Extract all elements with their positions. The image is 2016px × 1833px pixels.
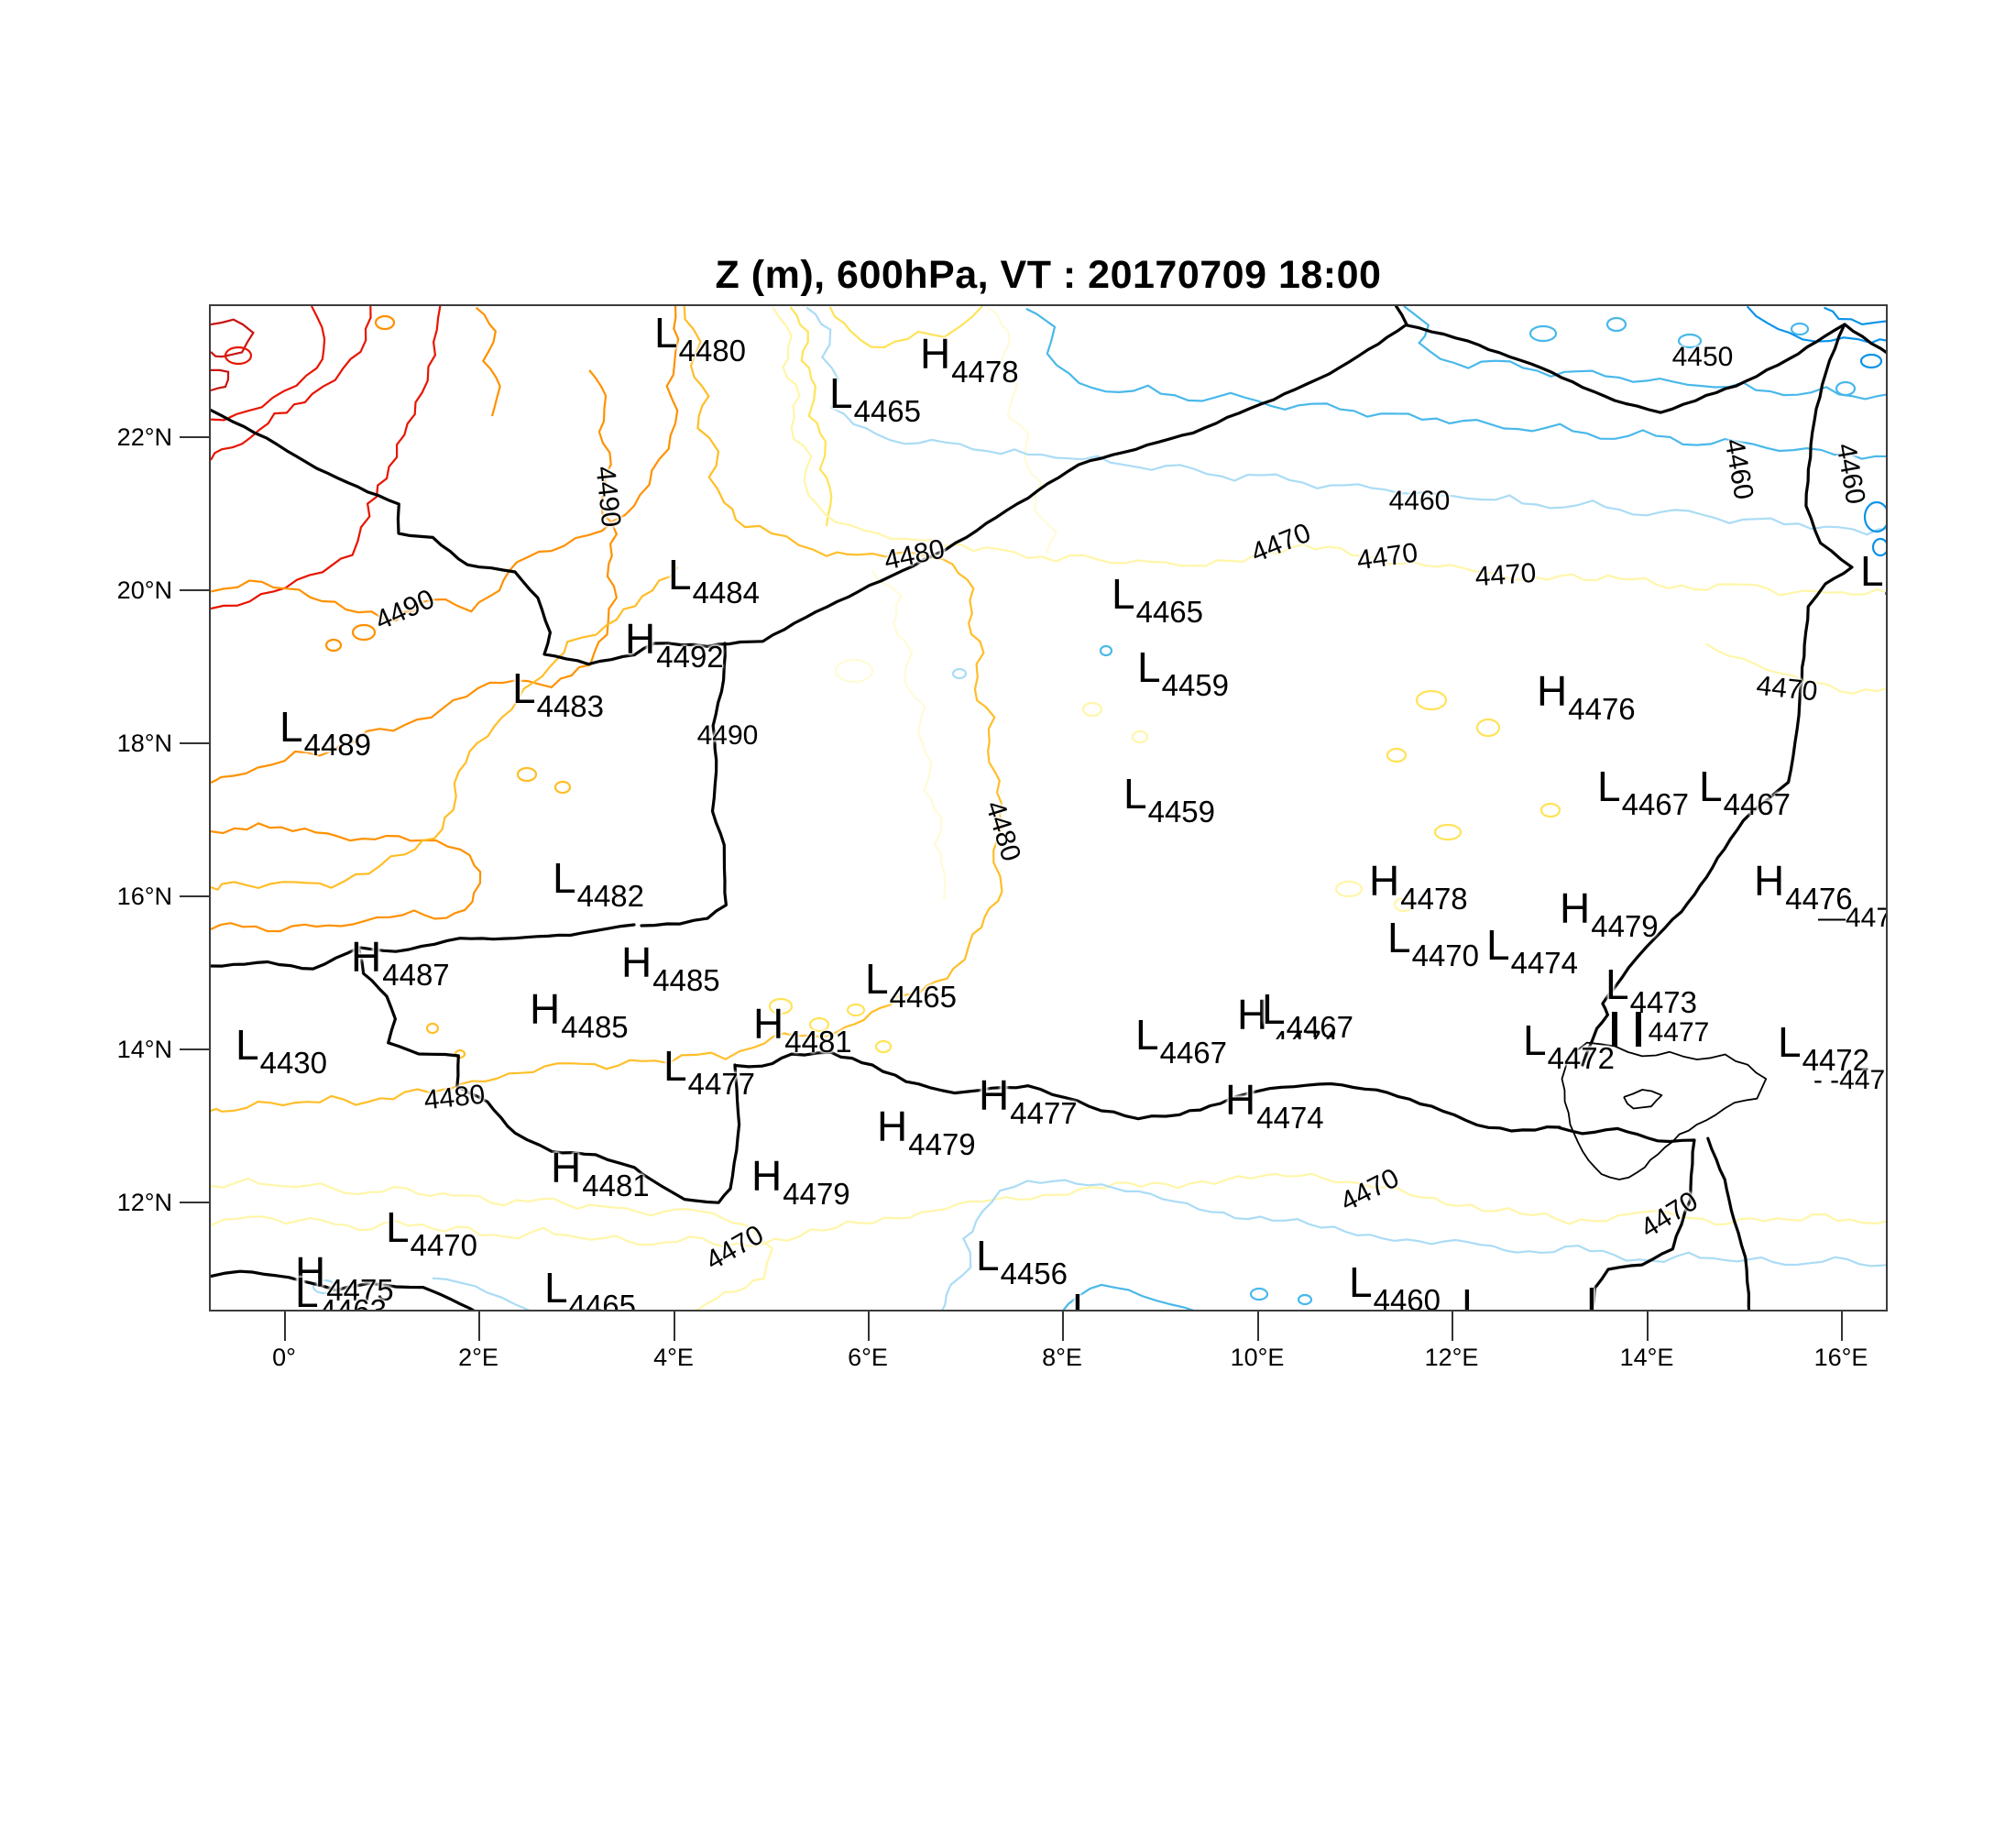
high-marker-partial: H <box>1237 991 1268 1038</box>
lon-tick <box>284 1312 286 1341</box>
contour-value-label: 4470 <box>1474 557 1538 593</box>
lon-tick <box>1841 1312 1843 1341</box>
label-fragment-bar <box>1636 1012 1641 1047</box>
plot-title: Z (m), 600hPa, VT : 20170709 18:00 <box>715 253 1382 297</box>
lon-tick-label: 12°E <box>1424 1344 1479 1371</box>
lon-tick <box>868 1312 870 1341</box>
lon-tick-label: 10°E <box>1230 1344 1285 1371</box>
contour-value-label: 4470 <box>1755 670 1819 708</box>
contour-value-label: 4490 <box>589 465 627 529</box>
high-marker-4475: H4475 <box>295 1248 394 1307</box>
low-marker-4473: L4473 <box>1605 960 1698 1019</box>
low-marker-4477: L4477 <box>663 1042 756 1101</box>
lat-tick <box>180 436 209 438</box>
lat-tick-label: 18°N <box>116 730 172 757</box>
low-marker-4465: L4465 <box>865 955 958 1014</box>
high-marker-4478: H4478 <box>920 330 1019 389</box>
low-marker-4489: L4489 <box>279 703 372 762</box>
low-marker-4430: L4430 <box>236 1021 328 1080</box>
lon-tick-label: 4°E <box>653 1344 694 1371</box>
low-marker-4463: L4463 <box>295 1268 388 1312</box>
lon-tick-label: 0° <box>272 1344 296 1371</box>
clipped-value-fragment: 4474 <box>1271 1025 1355 1039</box>
low-marker-4460: L4460 <box>1860 547 1886 604</box>
contour-value-label: 4450 <box>1671 342 1734 372</box>
contour-value-label: - -447 <box>1813 1065 1886 1095</box>
low-marker-4465: L4465 <box>544 1264 637 1312</box>
lon-tick <box>478 1312 480 1341</box>
high-marker-4477: H4477 <box>979 1071 1078 1130</box>
high-marker-4481: H4481 <box>753 1000 852 1059</box>
label-fragment-bar <box>1612 1012 1617 1047</box>
map-area: L4480 H4478 L4465 L4484 H4492 L4483 L4489 L4482… <box>209 304 1888 1312</box>
lat-tick <box>180 589 209 591</box>
low-marker-partial: L <box>1072 1285 1096 1312</box>
high-marker-4481: H4481 <box>551 1144 650 1202</box>
low-marker-4470: L4470 <box>386 1203 478 1262</box>
lat-tick <box>180 1202 209 1203</box>
high-marker-4485: H4485 <box>621 938 720 997</box>
lon-tick-label: 2°E <box>458 1344 499 1371</box>
low-marker-4465: L4465 <box>829 369 922 428</box>
contour-value-label: 4477 <box>1648 1017 1710 1048</box>
lon-tick-label: 8°E <box>1042 1344 1082 1371</box>
lon-tick-label: 16°E <box>1813 1344 1868 1371</box>
low-marker-4470: L4470 <box>1387 914 1480 972</box>
high-marker-4485: H4485 <box>530 985 629 1044</box>
high-marker-4479: H4479 <box>877 1103 976 1161</box>
lon-tick <box>1647 1312 1649 1341</box>
low-marker-4467: L4467 <box>1135 1011 1228 1070</box>
low-marker-4467: L4467 <box>1597 763 1690 821</box>
high-marker-4476: H4476 <box>1537 667 1636 726</box>
contour-value-label: —447 <box>1817 903 1888 933</box>
low-marker-4480: L4480 <box>654 309 747 368</box>
high-marker-4479: H4479 <box>1560 884 1659 943</box>
lat-tick-label: 12°N <box>116 1189 172 1216</box>
lat-tick-label: 16°N <box>116 883 172 910</box>
high-marker-4478: H4478 <box>1369 857 1468 916</box>
lon-tick <box>1062 1312 1064 1341</box>
lon-tick <box>1257 1312 1259 1341</box>
low-marker-4483: L4483 <box>512 664 605 723</box>
lon-tick-label: 14°E <box>1619 1344 1674 1371</box>
lat-tick-label: 22°N <box>116 423 172 451</box>
lat-tick <box>180 895 209 897</box>
low-marker-4465: L4465 <box>1112 570 1204 629</box>
low-marker-4484: L4484 <box>668 551 761 609</box>
contour-value-label: 4490 <box>696 720 759 751</box>
low-marker-4472: L4472 <box>1523 1016 1616 1075</box>
contour-value-label: 4480 <box>422 1079 487 1116</box>
high-marker-4474: H4474 <box>1225 1076 1324 1135</box>
lat-tick <box>180 742 209 744</box>
low-marker-4456: L4456 <box>976 1232 1068 1290</box>
low-marker-4467: L4467 <box>1262 985 1354 1044</box>
low-marker-4474: L4474 <box>1486 921 1579 980</box>
low-marker-4467: L4467 <box>1699 763 1791 821</box>
lon-tick <box>674 1312 675 1341</box>
lat-tick <box>180 1048 209 1050</box>
high-marker-4479: H4479 <box>751 1152 850 1211</box>
contour-lines-svg <box>211 306 1886 1310</box>
contour-value-label: 4460 <box>1388 486 1451 516</box>
low-marker-4459: L4459 <box>1123 770 1216 829</box>
lon-tick-label: 6°E <box>848 1344 888 1371</box>
high-marker-4476: H4476 <box>1754 857 1853 916</box>
low-marker-4482: L4482 <box>553 854 645 913</box>
lat-tick-label: 20°N <box>116 576 172 604</box>
low-marker-4460: L4460 <box>1349 1258 1441 1312</box>
low-marker-4455: L4455 <box>1462 1280 1553 1312</box>
high-marker-4492: H4492 <box>625 615 724 674</box>
low-marker-4454: L4454 <box>1586 1279 1678 1312</box>
low-marker-4472: L4472 <box>1778 1018 1870 1077</box>
lon-tick <box>1452 1312 1453 1341</box>
high-marker-4487: H4487 <box>351 933 450 992</box>
low-marker-4459: L4459 <box>1137 643 1230 702</box>
lat-tick-label: 14°N <box>116 1036 172 1063</box>
